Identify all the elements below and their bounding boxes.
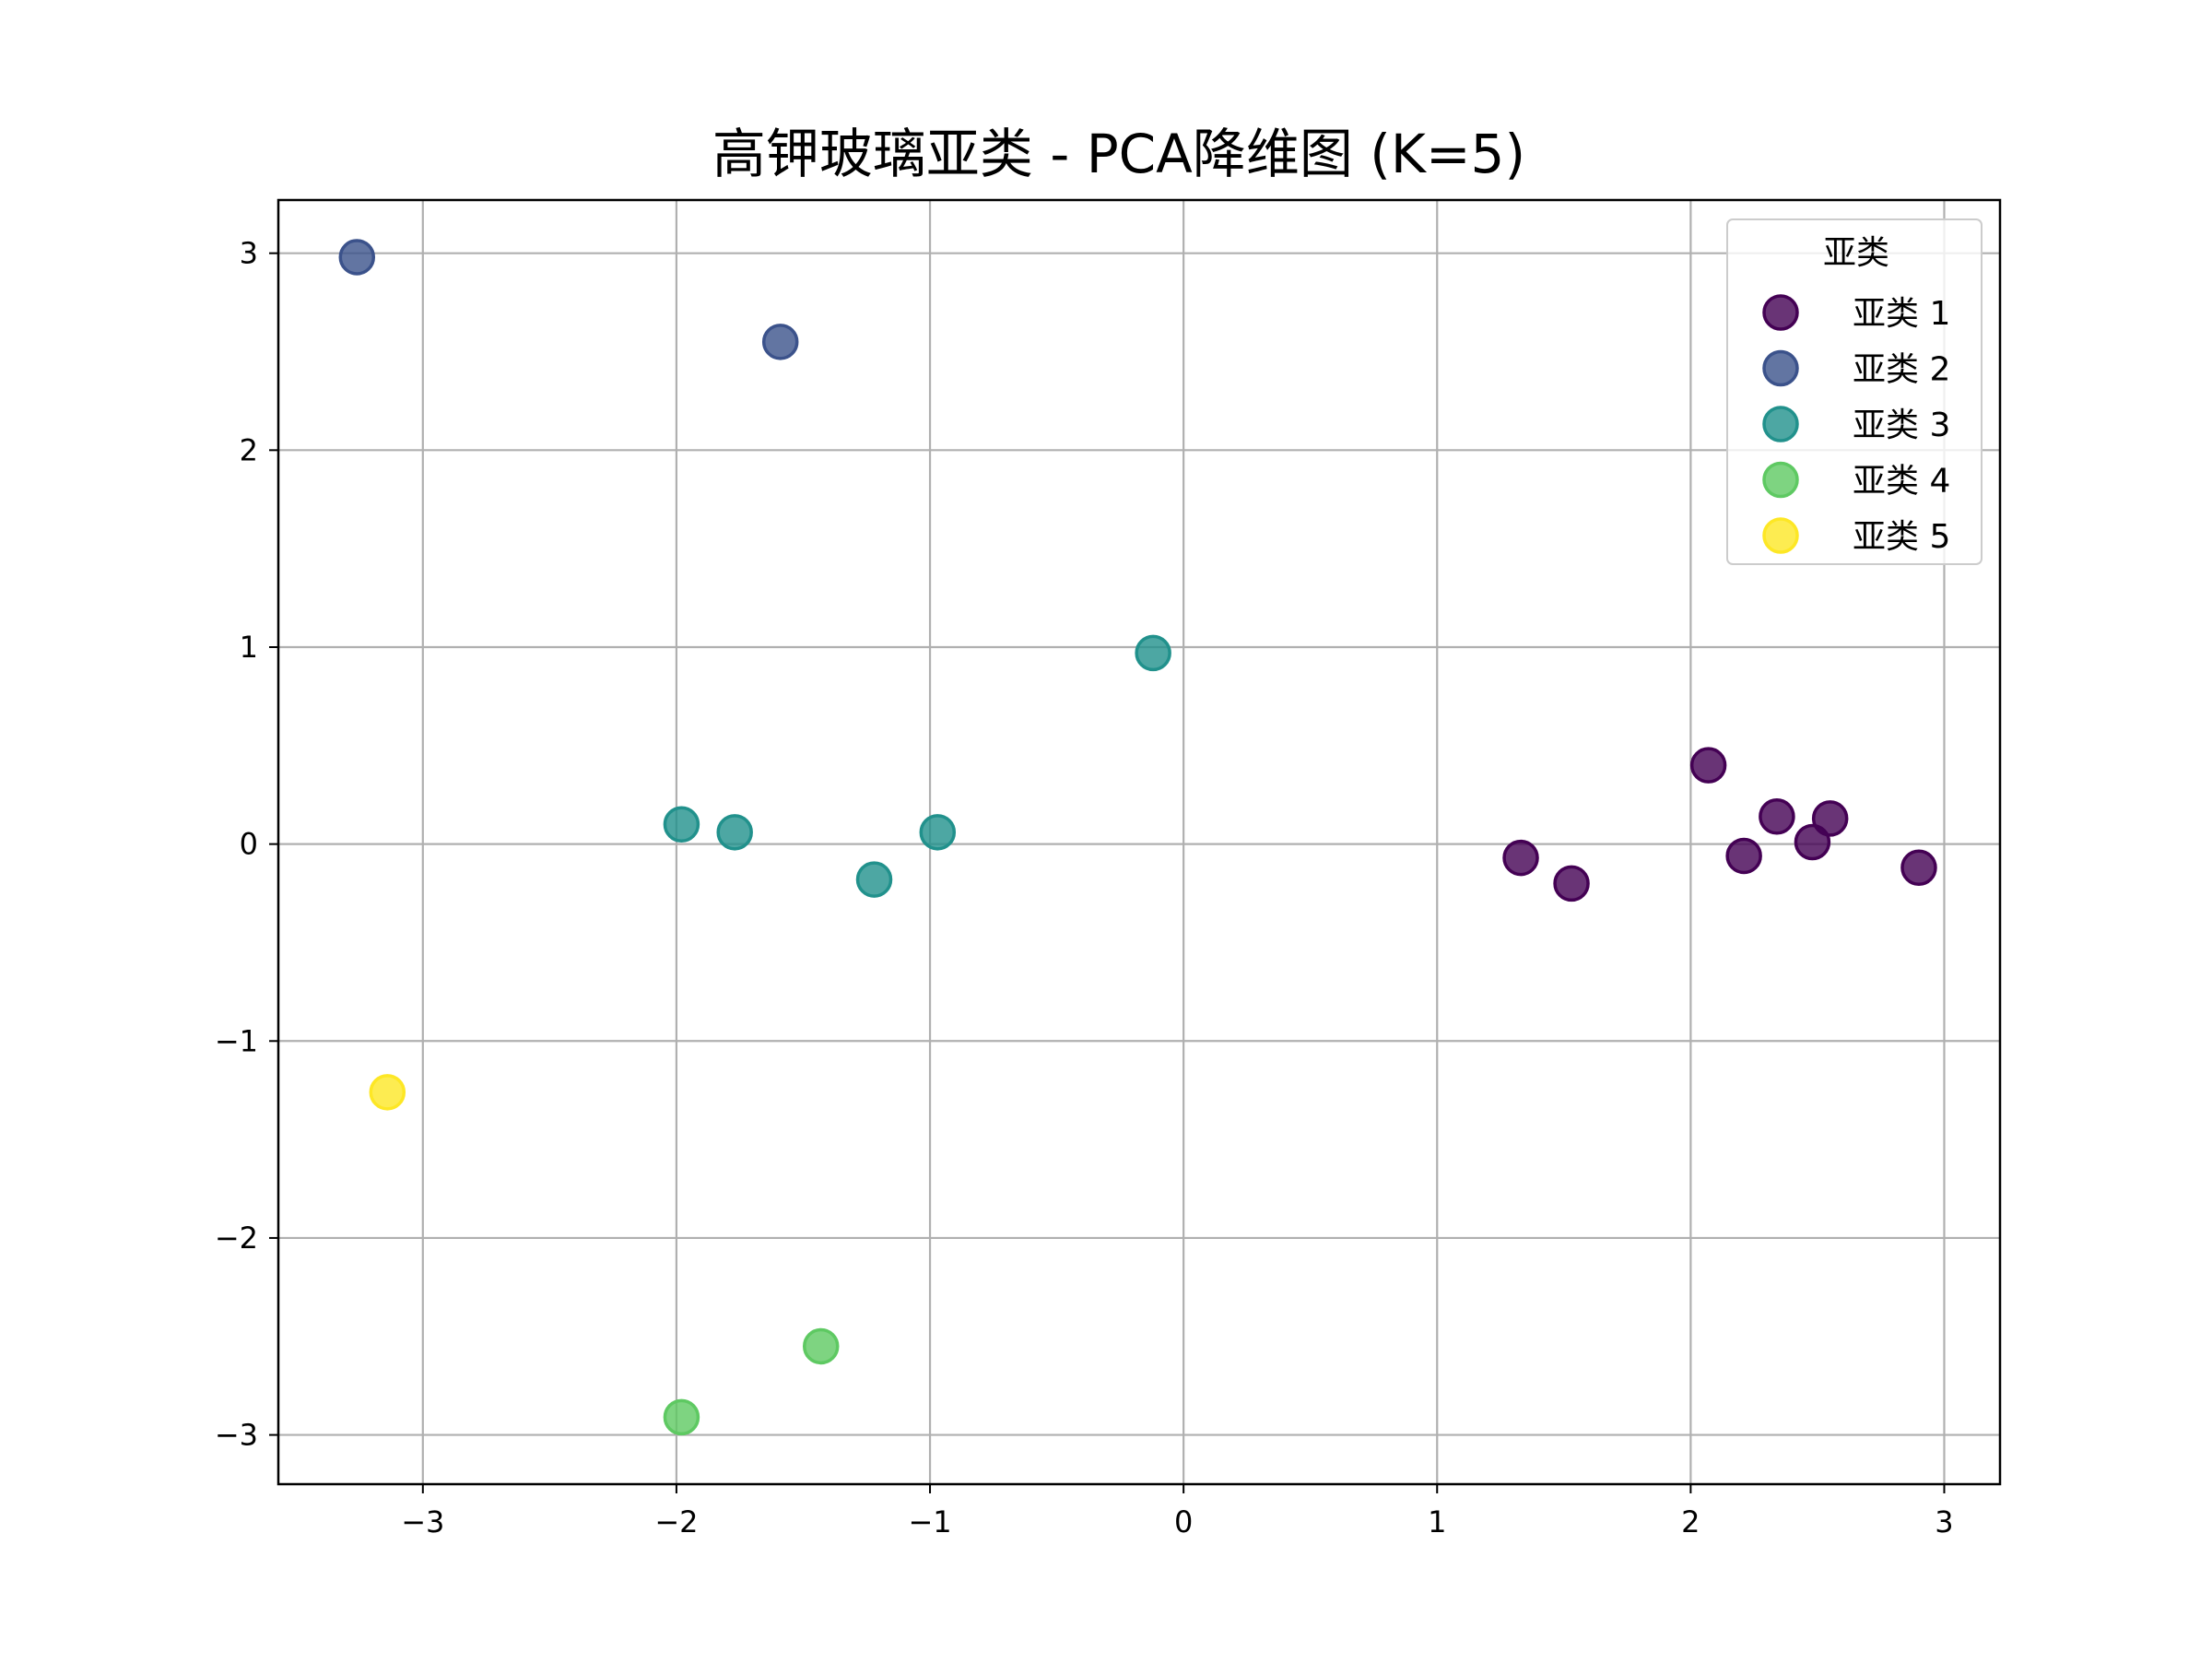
x-tick-label: −1 <box>908 1504 951 1539</box>
plot-area-frame <box>276 198 2002 1486</box>
chart-title: 高钾玻璃亚类 - PCA降维图 (K=5) <box>712 123 1525 185</box>
legend-label-subclass-4: 亚类 4 <box>1853 463 1950 501</box>
y-tick-label: 1 <box>240 630 258 665</box>
y-tick-label: −1 <box>215 1023 258 1058</box>
y-tick-label: −2 <box>215 1221 258 1256</box>
x-tick-label: −3 <box>401 1504 444 1539</box>
y-tick-label: 2 <box>240 432 258 467</box>
y-tick-label: −3 <box>215 1418 258 1453</box>
legend-marker-subclass-1 <box>1762 294 1799 331</box>
data-point-subclass-3 <box>1135 634 1171 672</box>
legend-label-subclass-1: 亚类 1 <box>1853 295 1950 333</box>
x-tick-label: 1 <box>1428 1504 1446 1539</box>
data-point-subclass-4 <box>663 1398 700 1436</box>
data-point-subclass-5 <box>369 1074 406 1111</box>
legend-label-subclass-3: 亚类 3 <box>1853 407 1950 444</box>
legend-marker-subclass-2 <box>1762 349 1799 387</box>
legend-label-subclass-5: 亚类 5 <box>1853 518 1950 556</box>
data-point-subclass-4 <box>802 1327 840 1365</box>
data-point-subclass-3 <box>855 861 893 898</box>
data-point-subclass-1 <box>1900 849 1937 887</box>
x-tick-label: 0 <box>1174 1504 1193 1539</box>
data-point-subclass-1 <box>1553 865 1590 902</box>
grid <box>278 200 2000 1484</box>
data-point-subclass-3 <box>716 814 753 851</box>
y-tick-label: 0 <box>240 827 258 862</box>
y-tick-label: 3 <box>240 236 258 271</box>
x-tick-label: 2 <box>1681 1504 1700 1539</box>
x-tick-label: 3 <box>1935 1504 1953 1539</box>
x-tick-label: −2 <box>654 1504 698 1539</box>
legend-title: 亚类 <box>1823 234 1889 272</box>
data-point-subclass-3 <box>919 814 957 851</box>
data-point-subclass-1 <box>1759 797 1795 835</box>
axis-ticks: −3 −2 −1 0 1 2 3 −3 −2 −1 0 1 2 3 <box>215 236 1954 1539</box>
data-point-subclass-1 <box>1502 839 1539 877</box>
data-point-subclass-1 <box>1725 837 1762 875</box>
legend-label-subclass-2: 亚类 2 <box>1853 351 1950 389</box>
data-point-subclass-1 <box>1689 747 1727 784</box>
data-point-subclass-3 <box>663 806 700 843</box>
legend-marker-subclass-5 <box>1762 517 1799 554</box>
legend-marker-subclass-4 <box>1762 461 1799 499</box>
legend-marker-subclass-3 <box>1762 406 1799 442</box>
data-points <box>338 239 1937 1436</box>
data-point-subclass-2 <box>761 324 799 360</box>
data-point-subclass-2 <box>338 239 376 276</box>
data-point-subclass-1 <box>1811 800 1849 837</box>
